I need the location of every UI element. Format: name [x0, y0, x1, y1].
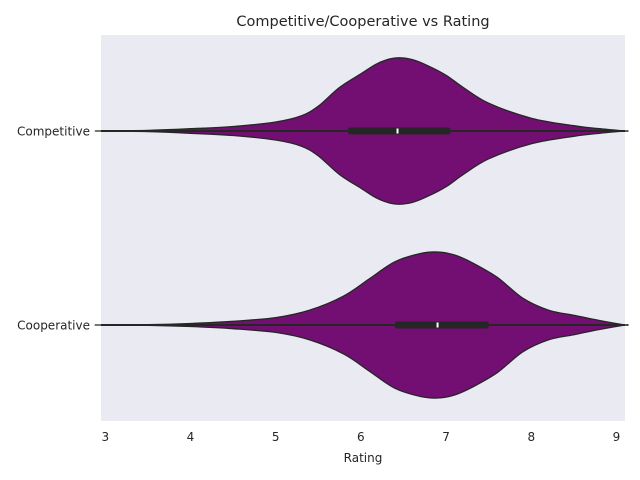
x-tick-label: 3: [101, 430, 109, 444]
x-tick-label: 8: [527, 430, 535, 444]
x-tick-label: 6: [357, 430, 365, 444]
x-tick-labels: 3 4 5 6 7 8 9: [101, 430, 620, 444]
y-tick-label: Cooperative: [17, 319, 90, 333]
x-axis-label: Rating: [344, 451, 383, 465]
violin-box-competitive: [348, 127, 451, 135]
violin-box-cooperative: [394, 321, 489, 329]
x-tick-label: 7: [442, 430, 450, 444]
x-tick-label: 5: [272, 430, 280, 444]
violin-median-cooperative: [436, 322, 439, 328]
y-tick-labels: Competitive Cooperative: [17, 125, 90, 333]
x-tick-label: 9: [613, 430, 621, 444]
y-tick-label: Competitive: [17, 125, 90, 139]
violin-median-competitive: [396, 128, 399, 134]
violins-layer: [94, 57, 629, 399]
x-tick-label: 4: [187, 430, 195, 444]
chart-title: Competitive/Cooperative vs Rating: [236, 14, 489, 30]
